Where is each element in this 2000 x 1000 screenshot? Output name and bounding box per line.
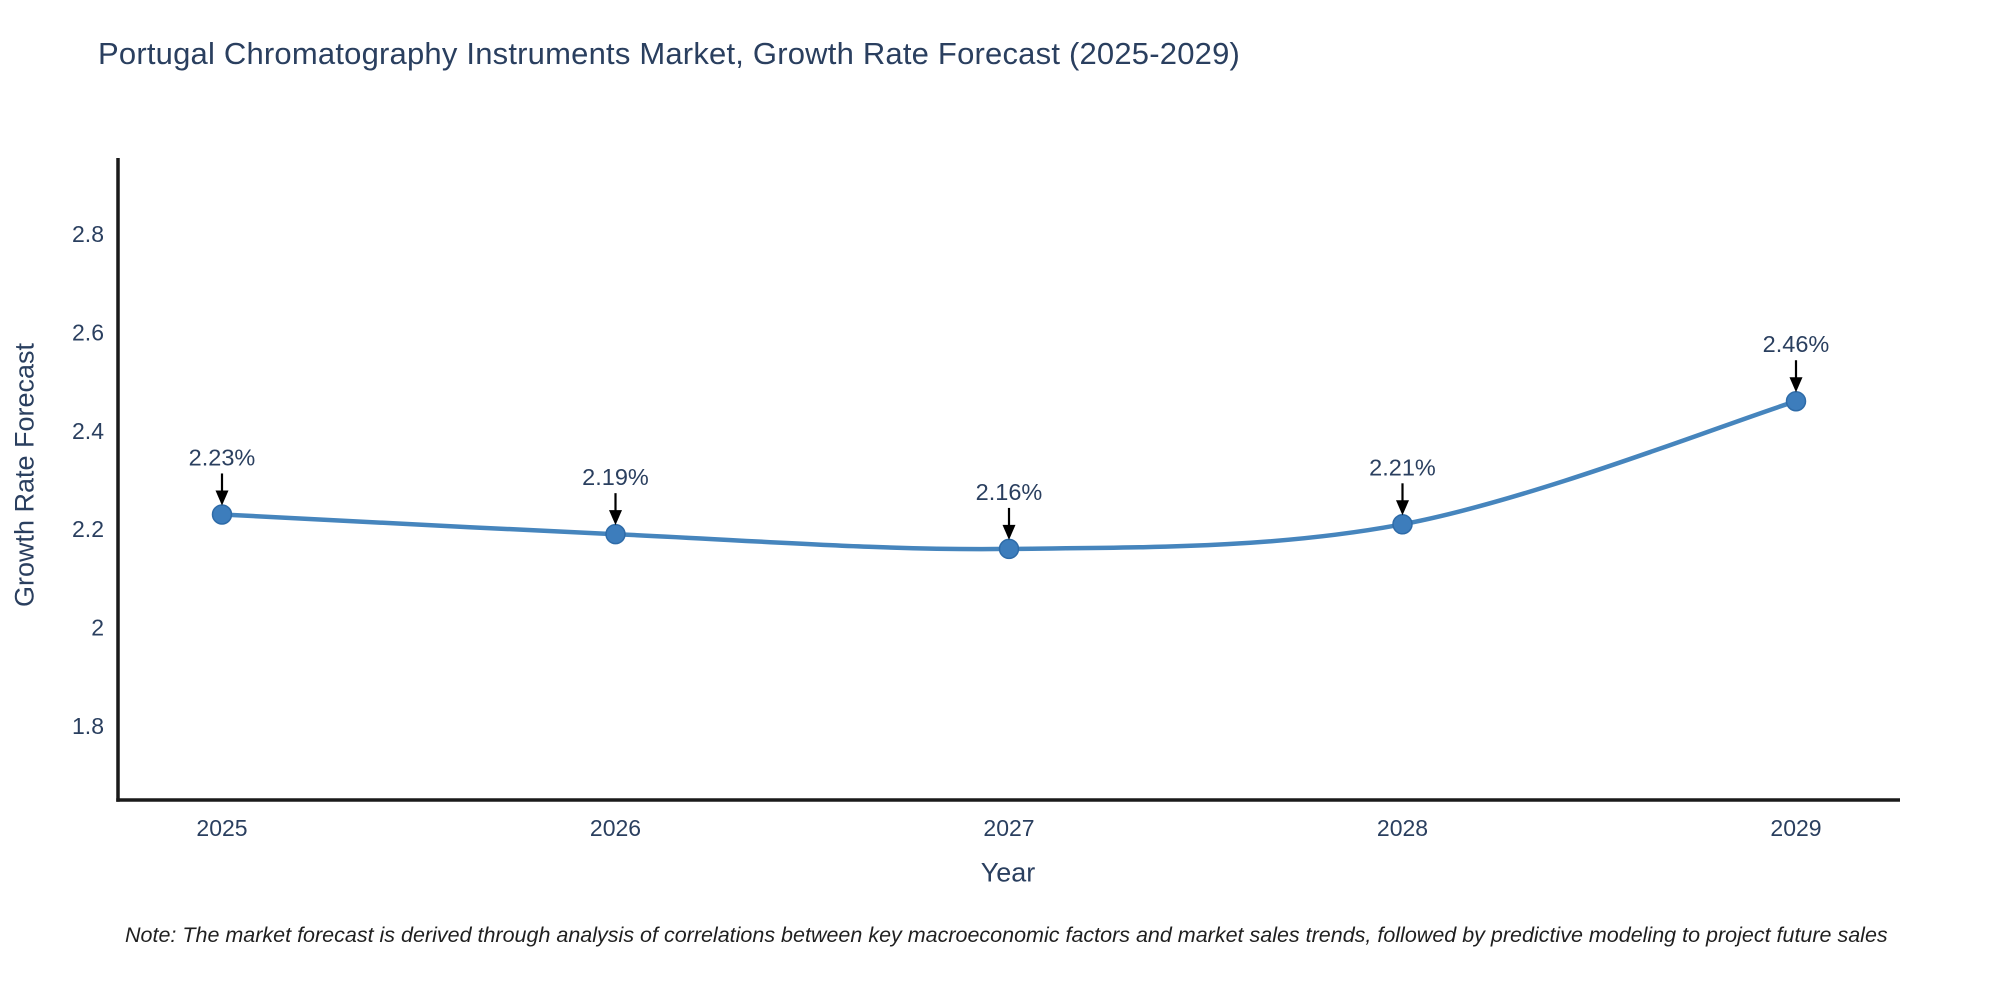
x-axis-title: Year [980,857,1036,888]
y-tick-label: 2.2 [72,516,104,542]
x-tick-label: 2029 [1770,815,1821,841]
y-tick-label: 1.8 [72,713,104,739]
x-tick-label: 2028 [1377,815,1428,841]
x-tick-label: 2026 [590,815,641,841]
annotation-arrowhead-icon [1396,500,1409,516]
annotation-arrowhead-icon [609,510,622,526]
data-point-label: 2.16% [976,479,1043,505]
data-point-label: 2.46% [1763,331,1830,357]
y-tick-label: 2.4 [72,418,104,444]
annotation-arrowhead-icon [1789,377,1803,393]
y-tick-label: 2.6 [72,319,104,345]
data-point-marker[interactable] [211,504,233,525]
y-tick-label: 2 [91,615,104,641]
y-axis-title: Growth Rate Forecast [9,342,40,608]
data-point-marker[interactable] [605,523,626,545]
annotation-arrowhead-icon [1002,524,1016,540]
data-point-marker[interactable] [1392,514,1413,535]
data-point-label: 2.23% [189,444,256,470]
y-tick-label: 2.8 [72,221,104,247]
x-tick-label: 2025 [196,815,247,841]
x-tick-label: 2027 [983,815,1034,841]
data-point-marker[interactable] [998,538,1020,560]
annotation-arrowhead-icon [215,490,229,506]
chart-title: Portugal Chromatography Instruments Mark… [98,36,1241,71]
footnote: Note: The market forecast is derived thr… [125,923,1888,947]
data-point-marker[interactable] [1785,390,1807,412]
data-point-label: 2.19% [582,464,649,490]
data-point-label: 2.21% [1369,454,1436,480]
